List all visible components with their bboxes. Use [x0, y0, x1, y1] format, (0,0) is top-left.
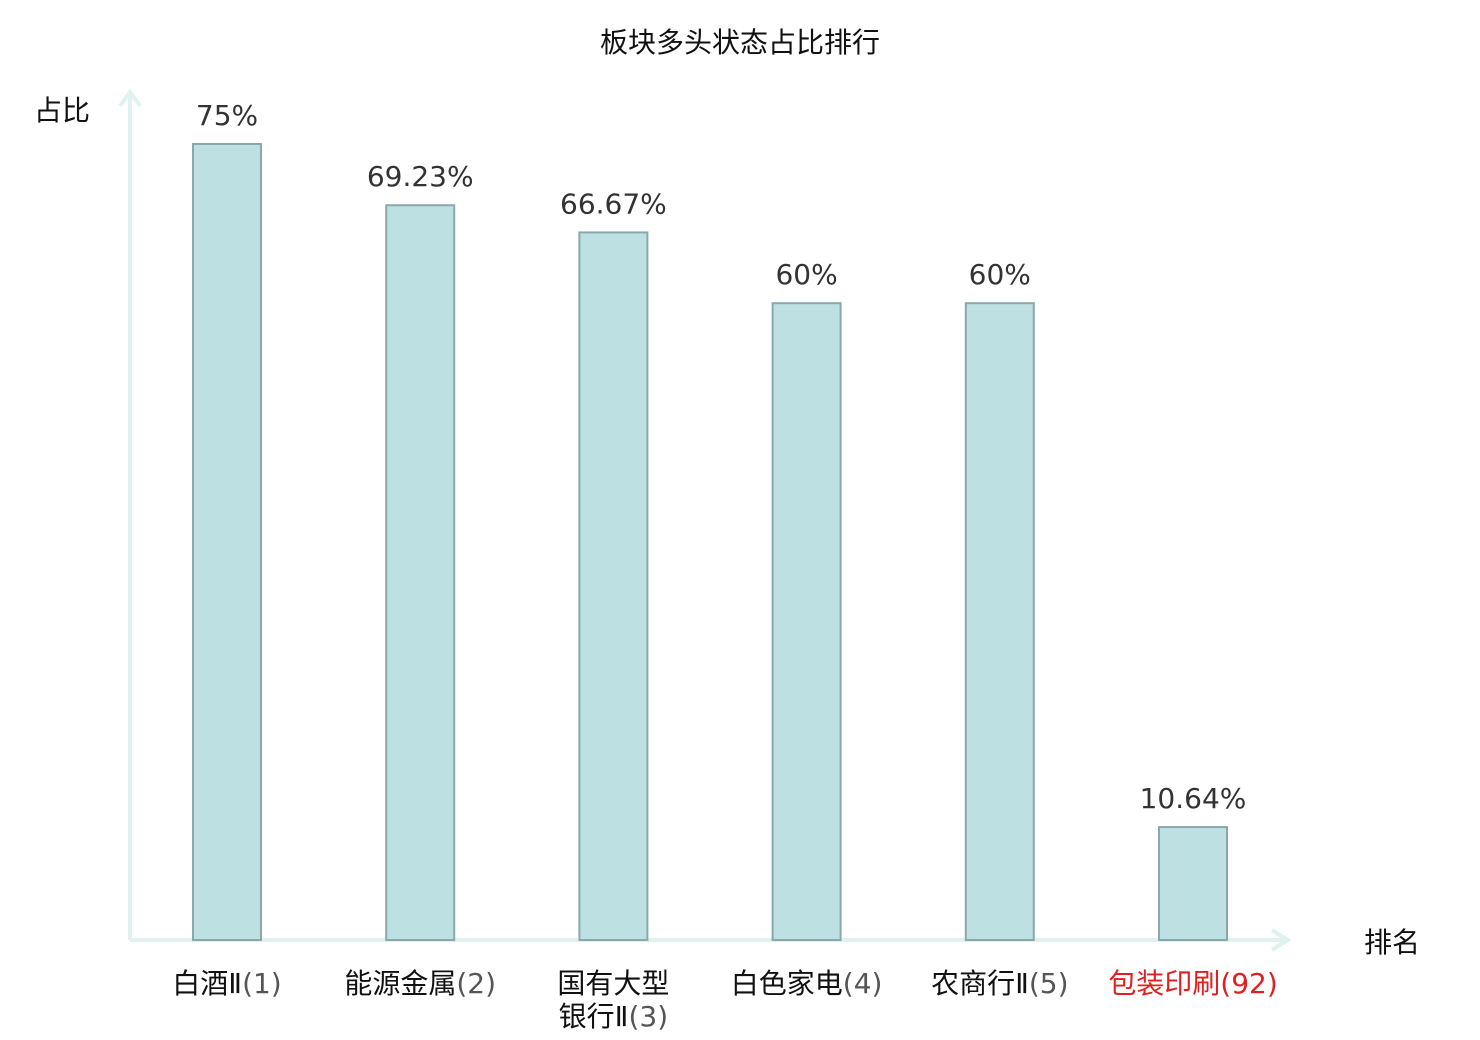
- y-axis-label: 占比: [34, 94, 90, 127]
- x-tick-label: 农商行Ⅱ(5): [931, 967, 1068, 1000]
- tick-label-rank: (4): [843, 967, 883, 1000]
- bar: [385, 204, 456, 941]
- data-label: 66.67%: [560, 187, 667, 220]
- data-label: 10.64%: [1140, 782, 1247, 815]
- tick-label-rank: (2): [456, 967, 496, 1000]
- tick-label-line: 包装印刷(92): [1108, 967, 1278, 1000]
- x-tick-label: 白色家电(4): [731, 967, 883, 1000]
- bar: [964, 302, 1035, 941]
- tick-label-line: 国有大型: [557, 967, 669, 1000]
- data-label: 60%: [775, 258, 837, 291]
- x-axis-arrow-icon: [1270, 928, 1292, 952]
- tick-label-rank: (3): [628, 1000, 668, 1033]
- tick-label-rank: (92): [1220, 967, 1277, 1000]
- bar: [192, 143, 262, 941]
- y-axis: [118, 88, 142, 940]
- data-label: 75%: [196, 99, 258, 132]
- chart-title: 板块多头状态占比排行: [600, 26, 880, 59]
- x-tick-label: 能源金属(2): [344, 967, 496, 1000]
- data-label: 69.23%: [367, 160, 474, 193]
- bar: [578, 231, 649, 942]
- y-axis-arrow-icon: [118, 88, 142, 108]
- tick-label-rank: (5): [1029, 967, 1069, 1000]
- x-axis-label: 排名: [1364, 926, 1420, 959]
- x-tick-label: 包装印刷(92): [1108, 967, 1278, 1000]
- bars-group: [192, 143, 1228, 942]
- tick-label-line: 能源金属(2): [344, 967, 496, 1000]
- tick-label-line: 白色家电(4): [731, 967, 883, 1000]
- value-labels-group: 75% 69.23% 66.67% 60% 60% 10.64%: [196, 99, 1247, 815]
- tick-label-line: 银行Ⅱ(3): [559, 1000, 668, 1033]
- tick-label-rank: (1): [242, 967, 282, 1000]
- x-tick-label: 国有大型银行Ⅱ(3): [557, 967, 669, 1033]
- bar: [1158, 826, 1228, 942]
- data-label: 60%: [969, 258, 1031, 291]
- bar: [771, 302, 842, 941]
- tick-label-line: 农商行Ⅱ(5): [931, 967, 1068, 1000]
- tick-label-line: 白酒Ⅱ(1): [172, 967, 281, 1000]
- category-labels-group: 白酒Ⅱ(1) 能源金属(2) 国有大型银行Ⅱ(3) 白色家电(4) 农商行Ⅱ(5) 包装印…: [172, 967, 1277, 1033]
- x-axis: [130, 928, 1292, 952]
- x-tick-label: 白酒Ⅱ(1): [172, 967, 281, 1000]
